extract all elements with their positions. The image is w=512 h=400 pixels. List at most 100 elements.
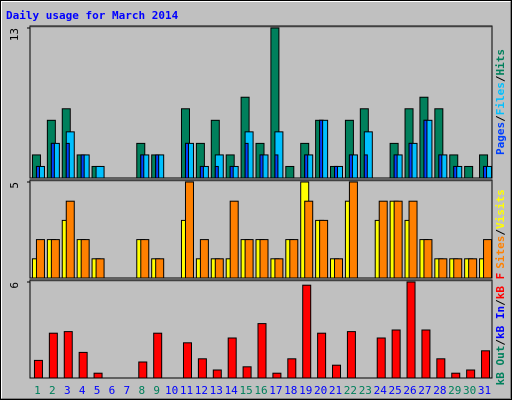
bar xyxy=(35,239,45,279)
x-tick-label: 30 xyxy=(463,384,476,397)
bar xyxy=(155,154,160,179)
bar xyxy=(140,239,150,279)
bar xyxy=(453,165,458,179)
x-tick-label: 4 xyxy=(79,384,86,397)
bar xyxy=(214,165,219,179)
legend-entry: Sites xyxy=(494,236,507,269)
x-tick-label: 14 xyxy=(225,384,239,397)
bar xyxy=(184,142,189,179)
bar xyxy=(317,332,327,379)
x-tick-label: 1 xyxy=(34,384,41,397)
bar xyxy=(65,142,70,179)
bar xyxy=(155,258,165,279)
x-tick-label: 19 xyxy=(299,384,312,397)
bar xyxy=(391,329,401,379)
bar xyxy=(184,181,194,279)
bar xyxy=(199,239,209,279)
legend-separator: / xyxy=(494,299,507,306)
bar xyxy=(80,239,90,279)
bar xyxy=(35,165,40,179)
bar xyxy=(50,239,60,279)
bar xyxy=(244,239,254,279)
bar xyxy=(334,165,339,179)
bar xyxy=(334,258,344,279)
x-tick-label: 15 xyxy=(239,384,252,397)
x-tick-label: 24 xyxy=(374,384,388,397)
bar xyxy=(453,258,463,279)
x-tick-label: 12 xyxy=(195,384,208,397)
bar xyxy=(423,119,428,179)
bar xyxy=(33,359,43,379)
legend-entry: kB F xyxy=(494,273,507,300)
bar xyxy=(304,154,309,179)
bar xyxy=(80,154,85,179)
bar xyxy=(436,358,446,379)
x-tick-label: 21 xyxy=(329,384,342,397)
bar xyxy=(182,342,192,379)
bar xyxy=(319,119,324,179)
bar xyxy=(346,331,356,379)
legend-separator: / xyxy=(494,75,507,82)
bar xyxy=(140,154,145,179)
x-tick-label: 20 xyxy=(314,384,327,397)
x-tick-label: 16 xyxy=(254,384,267,397)
x-tick-label: 2 xyxy=(49,384,56,397)
y-tick-label: 13 xyxy=(8,28,21,41)
bar xyxy=(285,165,295,179)
bar xyxy=(214,258,224,279)
y-tick-label: 5 xyxy=(8,182,21,189)
bar xyxy=(438,154,443,179)
bar xyxy=(408,200,418,279)
bar xyxy=(481,350,491,379)
bar xyxy=(48,332,58,379)
bar xyxy=(408,142,413,179)
x-tick-label: 27 xyxy=(418,384,431,397)
bar xyxy=(229,200,239,279)
x-tick-label: 29 xyxy=(448,384,461,397)
bar xyxy=(242,366,252,379)
x-tick-label: 31 xyxy=(478,384,491,397)
bar xyxy=(63,331,73,379)
bar xyxy=(393,154,398,179)
bar xyxy=(406,281,416,379)
bar xyxy=(227,337,237,379)
bar xyxy=(483,239,493,279)
x-tick-label: 22 xyxy=(344,384,357,397)
bar xyxy=(332,364,342,379)
bar xyxy=(244,142,249,179)
x-tick-label: 25 xyxy=(389,384,402,397)
bar xyxy=(302,284,312,379)
bar xyxy=(438,258,448,279)
x-tick-label: 8 xyxy=(138,384,145,397)
legend-separator: / xyxy=(494,339,507,346)
legend-entry: Visits xyxy=(494,189,507,229)
x-tick-label: 5 xyxy=(94,384,101,397)
legend-entry: Files xyxy=(494,82,507,115)
bar xyxy=(423,239,433,279)
x-tick-label: 28 xyxy=(433,384,446,397)
bar xyxy=(421,329,431,379)
y-tick-label: 6 xyxy=(8,282,21,289)
bar xyxy=(451,372,461,379)
x-tick-label: 10 xyxy=(165,384,178,397)
x-tick-label: 13 xyxy=(210,384,223,397)
bar xyxy=(93,372,103,379)
bar xyxy=(483,165,488,179)
bar xyxy=(229,165,234,179)
bar xyxy=(466,369,476,379)
bar xyxy=(287,358,297,379)
bar xyxy=(138,361,148,379)
x-tick-label: 9 xyxy=(153,384,160,397)
x-tick-label: 11 xyxy=(180,384,193,397)
bar xyxy=(197,358,207,379)
bar xyxy=(319,219,329,279)
bar xyxy=(95,165,105,179)
bar xyxy=(65,200,75,279)
bar xyxy=(274,154,279,179)
x-tick-label: 23 xyxy=(359,384,372,397)
bar xyxy=(363,154,368,179)
x-tick-label: 17 xyxy=(269,384,282,397)
